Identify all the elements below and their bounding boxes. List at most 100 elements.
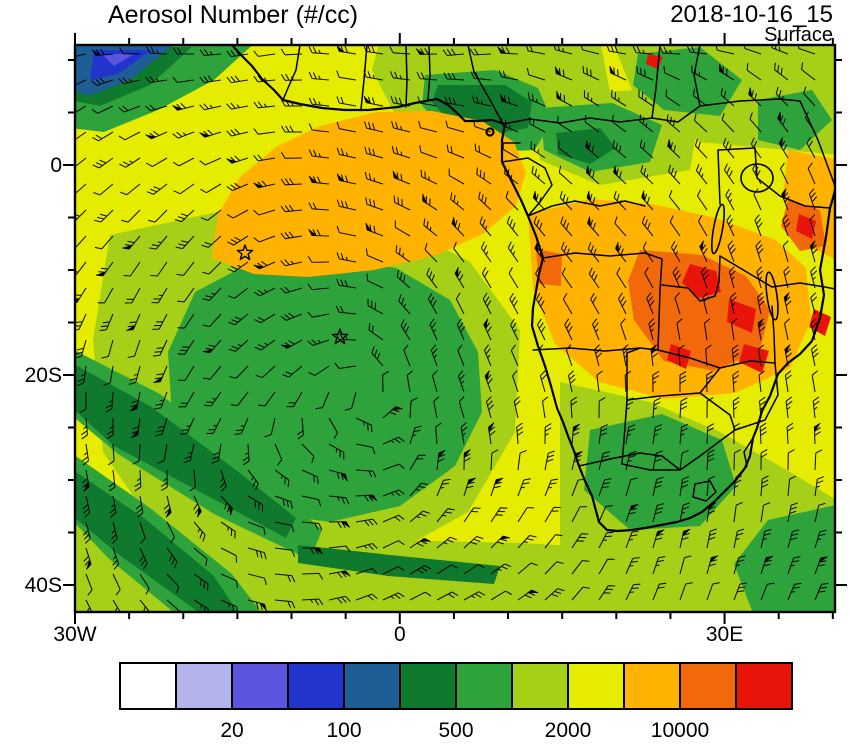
wind-barb [544,423,552,445]
wind-barb-flag [629,504,639,512]
wind-barb [484,370,493,393]
wind-barb [806,136,816,159]
wind-barb [308,71,330,81]
wind-barb [679,476,690,497]
wind-barb [247,495,264,512]
wind-barb [706,582,720,601]
wind-barb [498,69,519,81]
wind-barb [426,267,438,289]
wind-barb [172,131,195,139]
wind-barb [174,209,195,223]
wind-barb [752,162,762,185]
wind-barb [409,510,430,523]
wind-barb [557,115,573,133]
wind-barb [463,591,486,601]
wind-barb [409,591,432,601]
wind-barb [706,370,713,393]
wind-barb-flag [92,49,102,56]
wind-barb-flag [485,370,490,382]
wind-barb [355,443,376,455]
wind-barb [409,397,418,419]
wind-barb [108,469,116,492]
wind-barb [166,547,178,569]
wind-barb [513,396,521,419]
wind-barb [219,469,227,492]
wind-barb-flag [416,48,426,55]
wind-barb [625,477,638,497]
wind-barb [482,292,492,315]
wind-barb [286,391,303,408]
wind-barb [758,396,766,419]
plot-datetime: 2018-10-16_15 [670,1,833,28]
wind-barb [382,514,405,523]
wind-barb-flag [126,324,136,331]
wind-barb [220,521,236,539]
wind-barb [112,547,120,570]
wind-barb [598,531,614,549]
wind-barb [123,261,141,277]
wind-barb [571,586,590,601]
wind-barb [612,140,627,159]
wind-barb [253,180,276,189]
wind-barb [176,261,195,276]
wind-barb [301,443,315,464]
wind-barb [775,86,789,107]
wind-barb [481,266,492,289]
wind-barb-flag [145,134,157,139]
wind-barb [253,50,276,57]
wind-barb [749,112,762,133]
wind-barb [667,164,681,185]
wind-barb [652,370,660,393]
wind-barb [746,63,762,81]
wind-barb [758,370,765,393]
wind-barb [565,344,573,367]
wind-barb [632,45,654,55]
wind-barb [75,131,87,141]
wind-barb [394,220,411,237]
wind-barb [588,267,600,289]
wind-barb [454,267,465,289]
wind-barb-flag [419,538,431,542]
wind-barb [334,362,357,370]
wind-barb [247,469,259,491]
wind-barb-flag [336,45,345,53]
wind-barb [667,139,681,159]
wind-barb [389,71,411,81]
wind-barb [202,261,222,275]
wind-barb [132,443,141,465]
wind-barb [783,292,792,315]
wind-barb-flag [455,267,459,279]
wind-barb [172,76,195,83]
wind-barb [227,261,249,273]
wind-barb [135,495,144,518]
wind-barb [274,521,295,533]
wind-barb-flag [86,559,92,570]
wind-barb [490,507,508,523]
wind-barb [810,292,818,315]
wind-barb [82,495,91,518]
wind-barb [368,323,384,341]
map-frame [73,43,837,614]
wind-barb [485,396,494,419]
wind-barb [200,209,222,221]
wind-barb [226,102,249,110]
wind-barb [801,62,816,81]
wind-barb [336,252,357,263]
wind-barb-flag [613,165,618,177]
wind-barb-flag [699,240,704,252]
wind-barb [636,66,654,81]
wind-barb [517,478,531,497]
wind-barb [154,391,168,410]
wind-barb-flag [253,182,264,188]
wind-barb [157,443,168,464]
colorbar-swatch [287,662,345,710]
wind-barb [355,469,377,478]
wind-barb [280,259,303,267]
wind-barb [733,528,745,549]
colorbar-swatch [231,662,289,710]
wind-barb [77,365,87,387]
wind-barb [220,599,238,612]
field-region [796,214,816,239]
wind-barb [423,218,438,237]
wind-barb [814,502,826,523]
